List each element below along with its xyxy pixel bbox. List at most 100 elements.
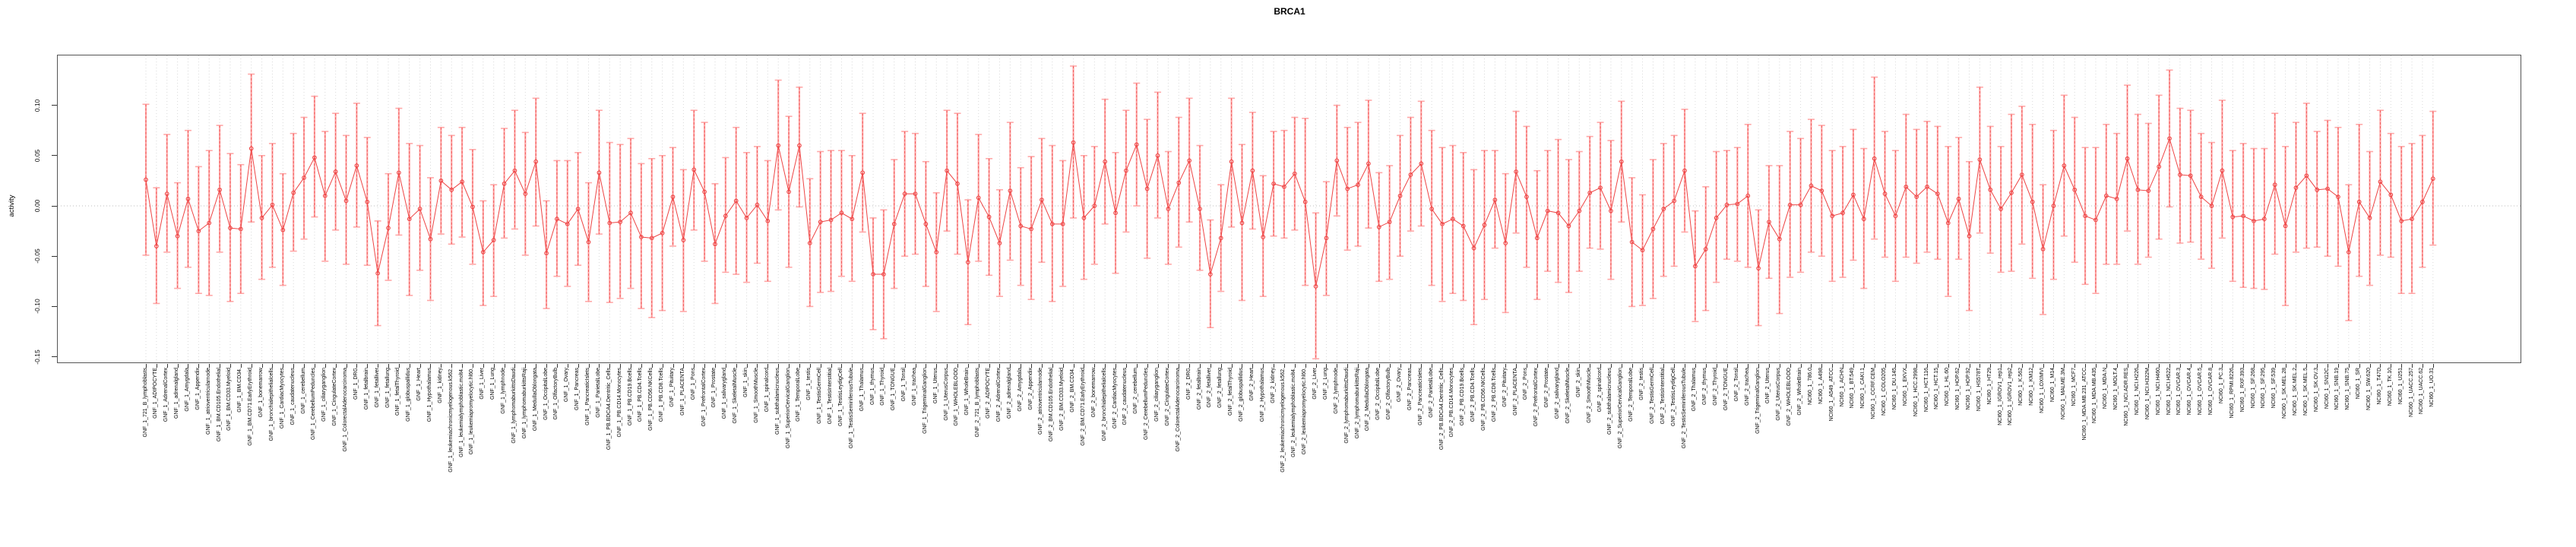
x-category-label: GNF_1_bronchialepithelialcells xyxy=(268,368,274,441)
data-point-marker xyxy=(660,230,665,236)
x-category-label: GNF_2_leukemialymphoblastic.molt4. xyxy=(1291,368,1297,457)
data-point-marker xyxy=(2388,192,2394,198)
x-category-label: NCI60_1_SK.MEL.28 xyxy=(2282,368,2288,419)
x-category-label: GNF_1_TestisInterstitial xyxy=(828,368,834,425)
x-category-label: NCI60_1_IGROV1_rep2 xyxy=(2008,368,2014,425)
data-point-marker xyxy=(913,191,918,196)
data-point-marker xyxy=(2135,187,2141,192)
x-tick-mark xyxy=(2201,364,2202,368)
x-tick-mark xyxy=(2116,364,2118,368)
data-point-marker xyxy=(2336,194,2340,199)
data-point-marker xyxy=(597,170,602,175)
data-point-marker xyxy=(2209,204,2214,208)
x-tick-mark xyxy=(419,364,421,368)
x-category-label: GNF_1_Pancreas xyxy=(574,368,581,411)
data-point-marker xyxy=(2083,213,2087,219)
x-category-label: GNF_1_CingulateCortex xyxy=(332,368,338,426)
x-tick-mark xyxy=(2053,364,2055,368)
x-category-label: NCI60_1_SF.268 xyxy=(2250,368,2256,409)
x-tick-mark xyxy=(1231,364,1233,368)
x-tick-mark xyxy=(2001,364,2002,368)
data-point-marker xyxy=(397,170,401,175)
data-point-marker xyxy=(955,182,960,186)
x-tick-mark xyxy=(736,364,737,368)
x-tick-mark xyxy=(556,364,558,368)
data-point-marker xyxy=(1261,235,1266,239)
x-tick-mark xyxy=(894,364,895,368)
x-category-label: NCI60_1_NCI.H322M xyxy=(2144,368,2150,420)
data-point-marker xyxy=(196,229,201,233)
data-point-marker xyxy=(407,217,412,222)
x-tick-mark xyxy=(356,364,358,368)
x-tick-mark xyxy=(1990,364,1992,368)
x-category-label: NCI60_1_SF.295 xyxy=(2261,368,2267,409)
x-category-label: NCI60_1_SNB.75 xyxy=(2345,368,2351,410)
y-tick-mark xyxy=(52,255,57,257)
data-point-marker xyxy=(2146,188,2151,193)
x-category-label: GNF_2_lymphomaburkittsDaudi xyxy=(1343,368,1350,444)
data-point-marker xyxy=(586,239,591,245)
data-point-marker xyxy=(902,191,907,196)
data-point-marker xyxy=(1767,220,1771,225)
x-category-label: GNF_1_skin xyxy=(743,368,749,397)
x-tick-mark xyxy=(1147,364,1148,368)
x-tick-mark xyxy=(683,364,685,368)
x-category-label: GNF_2_PLACENTA xyxy=(1512,368,1518,416)
data-point-marker xyxy=(2252,219,2256,223)
x-category-label: NCI60_1_SR xyxy=(2356,368,2362,400)
x-category-label: NCI60_1_A498 xyxy=(1818,368,1824,404)
data-point-marker xyxy=(2399,219,2404,223)
data-point-marker xyxy=(2346,250,2351,255)
data-point-marker xyxy=(818,220,823,225)
data-point-marker xyxy=(1619,159,1624,164)
x-tick-mark xyxy=(2254,364,2255,368)
data-point-marker xyxy=(217,187,222,192)
x-tick-mark xyxy=(272,364,274,368)
x-category-label: GNF_2_Hypothalamus xyxy=(1259,368,1265,422)
x-tick-mark xyxy=(2369,364,2371,368)
x-tick-mark xyxy=(2306,364,2308,368)
x-tick-mark xyxy=(1800,364,1802,368)
x-category-label: GNF_2_TestisLeydigCell xyxy=(1670,368,1676,427)
x-category-label: GNF_2_PB.CD8.Tcells xyxy=(1491,368,1497,422)
data-point-marker xyxy=(1714,216,1719,220)
x-tick-mark xyxy=(1705,364,1707,368)
x-tick-mark xyxy=(1505,364,1507,368)
x-category-label: GNF_1_leukemiapromyelocytic.hl60. xyxy=(469,368,475,455)
x-category-label: GNF_1_BM.CD33.Myeloid xyxy=(226,368,233,431)
data-point-marker xyxy=(765,219,771,223)
data-point-marker xyxy=(2220,168,2225,173)
x-category-label: GNF_2_PB.CD4.Tcells xyxy=(1470,368,1476,422)
x-category-label: GNF_2_PancreaticIslets xyxy=(1417,368,1423,425)
x-tick-mark xyxy=(2043,364,2044,368)
data-point-marker xyxy=(1598,185,1603,191)
x-category-label: GNF_1_Amygdala xyxy=(184,368,190,412)
x-category-label: GNF_2_spinalcord xyxy=(1597,368,1603,413)
data-point-marker xyxy=(238,226,243,232)
x-tick-mark xyxy=(809,364,811,368)
x-category-label: GNF_1_PB.CD19.Bcells xyxy=(627,368,633,426)
x-tick-mark xyxy=(198,364,200,368)
data-point-marker xyxy=(1840,210,1845,216)
x-category-label: GNF_2_lymphomaburkittsRaji xyxy=(1354,368,1360,439)
x-category-label: GNF_2_TrigeminalGanglion xyxy=(1755,368,1761,434)
data-point-marker xyxy=(1345,186,1350,191)
x-category-label: GNF_1_TONGUE xyxy=(891,368,897,411)
x-category-label: GNF_2_BM.CD105.Endothelial xyxy=(1049,368,1055,442)
x-tick-mark xyxy=(1473,364,1475,368)
x-tick-mark xyxy=(1958,364,1960,368)
x-tick-mark xyxy=(1378,364,1380,368)
data-point-marker xyxy=(923,221,929,226)
data-point-marker xyxy=(2188,173,2193,179)
x-category-label: GNF_1_PB.CD56.NKCells xyxy=(648,368,654,431)
data-point-marker xyxy=(470,204,475,210)
y-tick-label: 0.10 xyxy=(33,99,41,112)
x-tick-mark xyxy=(430,364,432,368)
data-point-marker xyxy=(2356,199,2362,204)
x-category-label: GNF_2_fetalliver xyxy=(1207,368,1213,408)
x-category-label: NCI60_1_SK.MEL.5 xyxy=(2302,368,2309,416)
data-point-marker xyxy=(1271,182,1276,186)
x-category-label: GNF_2_WholeBrain xyxy=(1797,368,1803,416)
data-point-marker xyxy=(1566,223,1571,229)
data-point-marker xyxy=(1302,199,1308,204)
